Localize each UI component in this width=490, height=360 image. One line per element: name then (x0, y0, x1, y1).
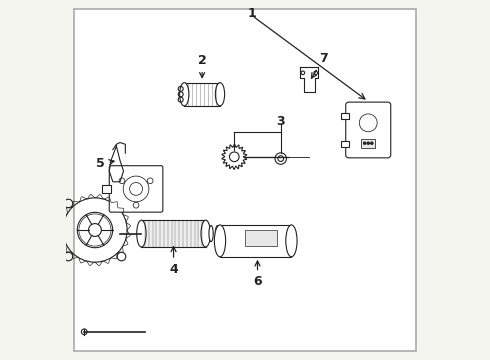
Circle shape (371, 142, 373, 144)
Ellipse shape (209, 226, 213, 242)
Circle shape (364, 142, 366, 144)
Ellipse shape (180, 83, 189, 106)
Ellipse shape (214, 225, 225, 257)
Ellipse shape (215, 83, 224, 106)
Ellipse shape (286, 225, 297, 257)
Bar (220, 225, 292, 257)
Ellipse shape (201, 220, 210, 247)
Text: 2: 2 (198, 54, 206, 78)
Bar (361, 139, 375, 148)
Circle shape (367, 142, 369, 144)
Bar (245, 230, 277, 246)
FancyBboxPatch shape (346, 102, 391, 158)
Text: 1: 1 (248, 8, 257, 21)
FancyBboxPatch shape (109, 166, 163, 212)
Ellipse shape (222, 226, 226, 242)
Ellipse shape (137, 220, 146, 247)
Bar (342, 113, 348, 118)
Bar (184, 83, 220, 106)
Bar (142, 220, 206, 247)
Text: 7: 7 (312, 52, 328, 78)
Text: 6: 6 (253, 261, 262, 288)
Ellipse shape (215, 226, 220, 242)
Text: 5: 5 (96, 157, 114, 170)
Text: 3: 3 (276, 114, 285, 127)
Bar (102, 185, 111, 193)
Bar (342, 141, 348, 147)
Text: 4: 4 (169, 247, 178, 276)
